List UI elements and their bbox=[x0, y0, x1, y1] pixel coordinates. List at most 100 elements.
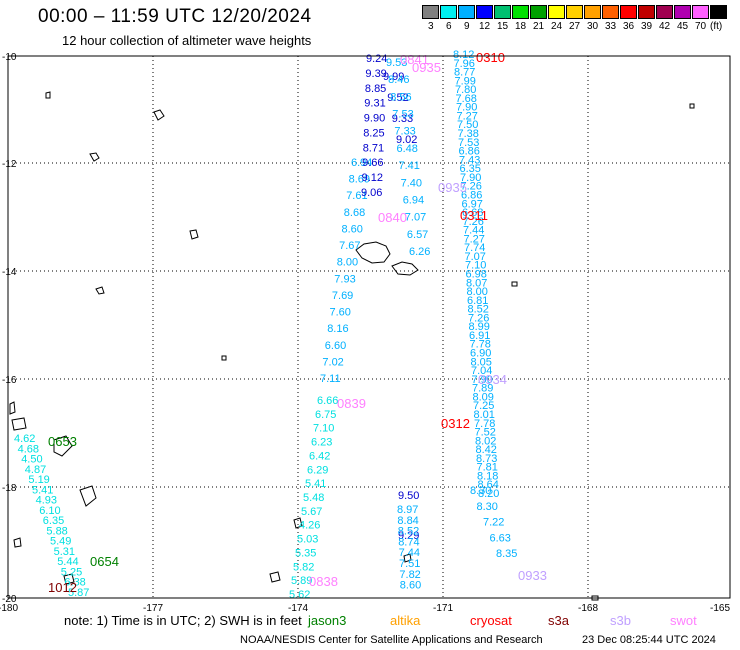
wave-height-value: 7.10 bbox=[313, 423, 334, 435]
scale-swatch bbox=[530, 5, 547, 19]
wave-height-value: 9.29 bbox=[398, 530, 419, 542]
wave-height-value: 6.26 bbox=[409, 246, 430, 258]
wave-height-value: 6.86 bbox=[459, 146, 480, 158]
generated-timestamp: 23 Dec 08:25:44 UTC 2024 bbox=[582, 634, 716, 646]
wave-height-value: 8.20 bbox=[478, 488, 499, 500]
wave-height-value: 7.50 bbox=[457, 119, 478, 131]
x-tick-label: -165 bbox=[710, 603, 730, 614]
scale-swatch bbox=[458, 5, 475, 19]
wave-height-value: 9.39 bbox=[365, 68, 386, 80]
wave-height-value: 7.90 bbox=[460, 172, 481, 184]
wave-height-value: 7.43 bbox=[459, 154, 480, 166]
wave-height-value: 8.84 bbox=[397, 515, 418, 527]
island-small bbox=[63, 573, 75, 585]
island-small bbox=[79, 485, 97, 507]
wave-height-value: 5.67 bbox=[301, 506, 322, 518]
wave-height-value: 7.90 bbox=[456, 102, 477, 114]
wave-height-value: 8.68 bbox=[344, 207, 365, 219]
wave-height-value: 7.68 bbox=[456, 93, 477, 105]
wave-height-value: 7.60 bbox=[330, 307, 351, 319]
mission-jason3: jason3 bbox=[308, 613, 347, 628]
scale-swatch bbox=[656, 5, 673, 19]
y-tick-label: -12 bbox=[2, 159, 17, 170]
wave-height-value: 7.27 bbox=[464, 233, 485, 245]
scale-label: 9 bbox=[464, 21, 470, 32]
wave-height-value: 9.52 bbox=[387, 92, 408, 104]
wave-height-value: 9.66 bbox=[362, 157, 383, 169]
island-small bbox=[293, 517, 303, 529]
wave-height-value: 7.52 bbox=[475, 427, 496, 439]
y-tick-label: -18 bbox=[2, 483, 17, 494]
scale-label: 21 bbox=[533, 21, 545, 32]
wave-height-value: 6.42 bbox=[309, 450, 330, 462]
samoa-island-savaii bbox=[391, 261, 419, 276]
wave-height-value: 7.41 bbox=[399, 160, 420, 172]
wave-height-value: 5.19 bbox=[28, 474, 49, 486]
island-small bbox=[53, 435, 73, 457]
wave-height-value: 8.56 bbox=[390, 91, 411, 103]
wave-height-value: 5.41 bbox=[305, 478, 326, 490]
scale-swatch bbox=[476, 5, 493, 19]
wave-height-value: 7.81 bbox=[477, 462, 498, 474]
scale-label: 18 bbox=[515, 21, 527, 32]
island-small bbox=[591, 595, 599, 601]
wave-height-value: 7.25 bbox=[473, 400, 494, 412]
scale-swatch bbox=[566, 5, 583, 19]
wave-height-value: 8.52 bbox=[398, 526, 419, 538]
wave-height-value: 5.88 bbox=[46, 525, 67, 537]
scale-swatch bbox=[710, 5, 727, 19]
axis-tick-labels: -180 -177 -174 -171 -168 -165 -10 -12 -14 -16 -18 -… bbox=[0, 52, 730, 614]
page-title: 00:00 – 11:59 UTC 12/20/2024 bbox=[38, 6, 312, 27]
wave-height-value: 7.74 bbox=[464, 242, 485, 254]
wave-height-value: 6.48 bbox=[397, 143, 418, 155]
wave-height-value: 8.71 bbox=[363, 142, 384, 154]
wave-height-value: 5.89 bbox=[291, 575, 312, 587]
scale-label: 45 bbox=[677, 21, 689, 32]
wave-height-value: 8.30 bbox=[470, 485, 491, 497]
y-tick-label: -20 bbox=[2, 594, 17, 605]
island-small bbox=[11, 417, 27, 431]
mission-cryosat: cryosat bbox=[470, 613, 512, 628]
wave-height-value: 7.11 bbox=[320, 373, 341, 385]
mission-swot: swot bbox=[670, 613, 697, 628]
wave-height-value: 5.44 bbox=[57, 556, 78, 568]
scale-swatch bbox=[674, 5, 691, 19]
island-outlines bbox=[9, 91, 695, 601]
samoa-island-upolu bbox=[355, 241, 391, 264]
wave-height-value: 7.26 bbox=[461, 181, 482, 193]
scale-swatch bbox=[602, 5, 619, 19]
wave-height-value: 8.05 bbox=[471, 356, 492, 368]
wave-height-value: 7.69 bbox=[332, 290, 353, 302]
wave-height-value: 6.57 bbox=[407, 229, 428, 241]
wave-height-value: 8.35 bbox=[496, 548, 517, 560]
footer-note: note: 1) Time is in UTC; 2) SWH is in fe… bbox=[64, 613, 302, 628]
scale-swatch bbox=[692, 5, 709, 19]
scale-label: 24 bbox=[551, 21, 563, 32]
wave-height-value: 7.33 bbox=[394, 126, 415, 138]
wave-height-value: 8.69 bbox=[349, 174, 370, 186]
wave-height-value: 8.16 bbox=[327, 323, 348, 335]
pass-time-label: 0840 bbox=[378, 210, 407, 225]
y-tick-label: -10 bbox=[2, 52, 17, 63]
wave-height-value: 5.25 bbox=[61, 567, 82, 579]
y-tick-label: -16 bbox=[2, 375, 17, 386]
scale-swatch bbox=[440, 5, 457, 19]
scale-label: 39 bbox=[641, 21, 653, 32]
scale-swatch bbox=[548, 5, 565, 19]
wave-height-value: 8.09 bbox=[473, 391, 494, 403]
wave-height-value: 6.68 bbox=[462, 207, 483, 219]
wave-height-value: 8.12 bbox=[453, 49, 474, 61]
wave-height-value: 7.82 bbox=[399, 569, 420, 581]
wave-height-value: 7.26 bbox=[463, 216, 484, 228]
wave-height-value: 8.07 bbox=[466, 277, 487, 289]
scale-label: 6 bbox=[446, 21, 452, 32]
island-small bbox=[153, 109, 165, 121]
page-subtitle: 12 hour collection of altimeter wave hei… bbox=[62, 33, 312, 48]
wave-height-value: 7.38 bbox=[458, 128, 479, 140]
wave-height-value: 7.99 bbox=[455, 75, 476, 87]
wave-height-value: 8.77 bbox=[454, 67, 475, 79]
wave-height-value: 5.03 bbox=[297, 534, 318, 546]
island-small bbox=[689, 103, 695, 109]
pass-time-label: 0838 bbox=[309, 574, 338, 589]
